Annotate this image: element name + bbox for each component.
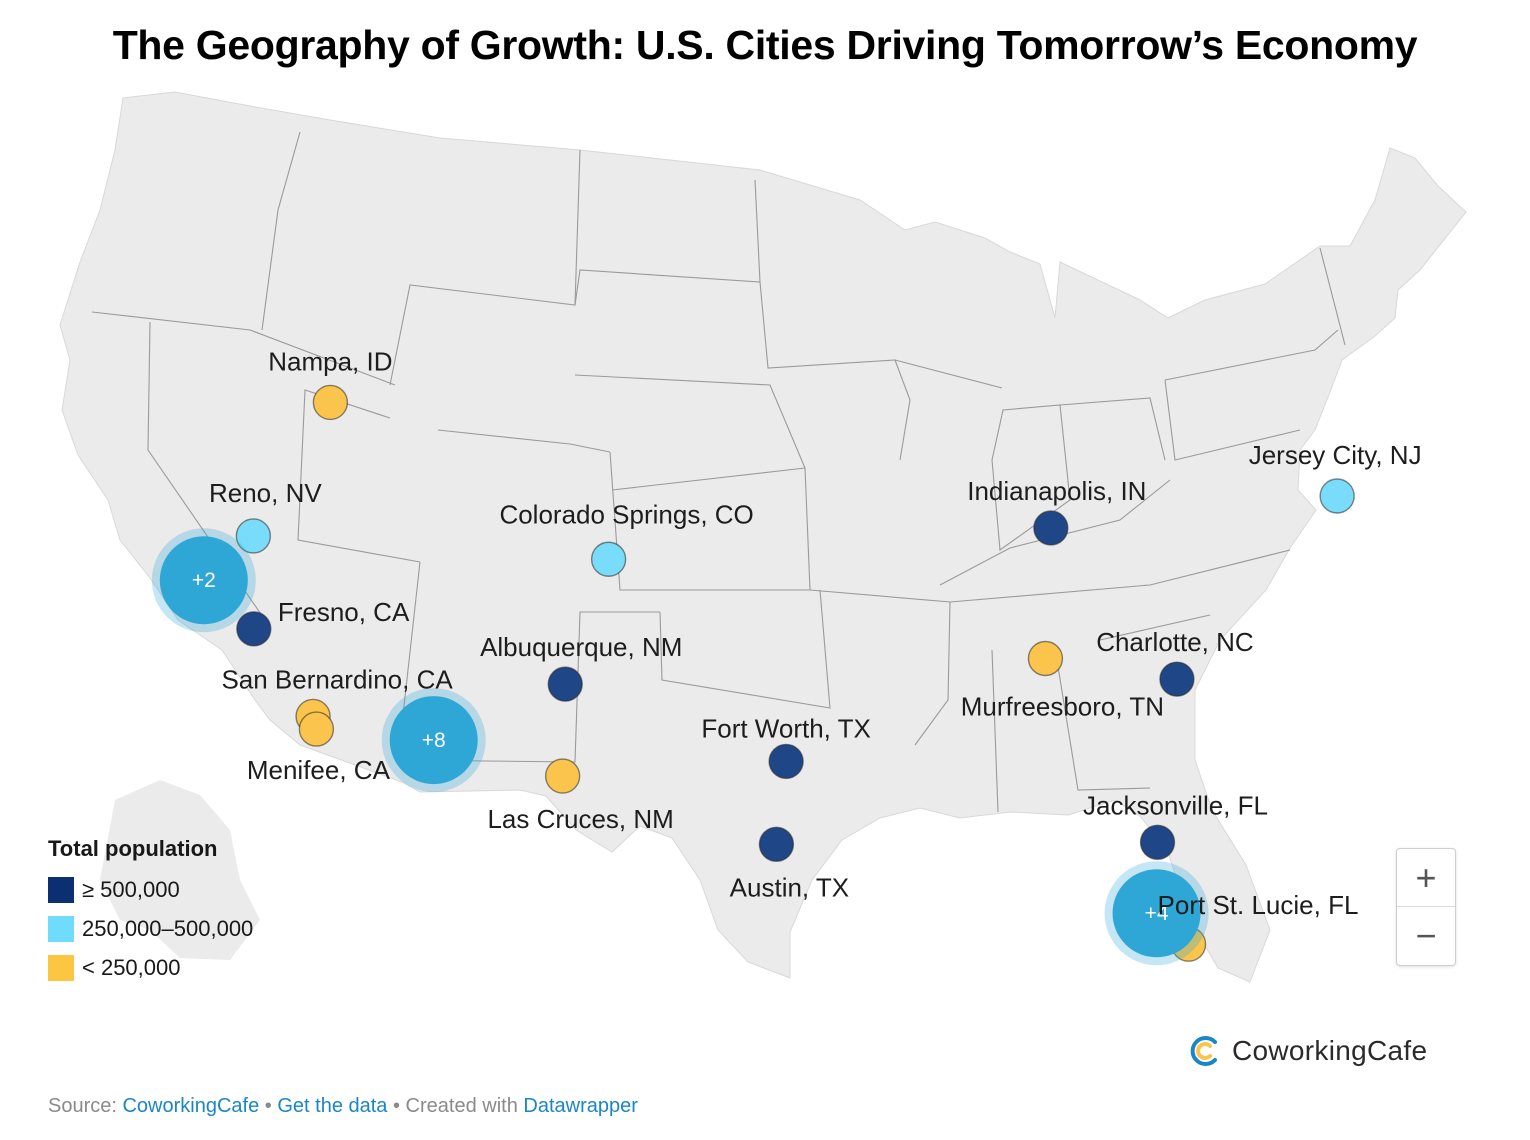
legend-item-small: < 250,000 (48, 948, 253, 987)
city-marker[interactable] (547, 666, 583, 702)
alaska-land (100, 780, 260, 960)
city-marker[interactable] (1139, 824, 1176, 861)
cluster-marker[interactable]: +8 (381, 688, 486, 793)
city-label: Austin, TX (730, 872, 849, 902)
coworkingcafe-logo-icon (1190, 1036, 1217, 1066)
city-marker[interactable] (768, 743, 804, 780)
city-labels: Nampa, ID Reno, NV Fresno, CA San Bernardin… (209, 346, 1422, 920)
datawrapper-link[interactable]: Datawrapper (523, 1095, 638, 1117)
footer: Source: CoworkingCafe • Get the data • C… (48, 1095, 638, 1118)
city-label: Albuquerque, NM (480, 632, 682, 662)
legend-item-medium: 250,000–500,000 (48, 909, 253, 948)
city-label: Nampa, ID (268, 346, 392, 376)
created-with-text: • Created with (387, 1095, 524, 1117)
city-label: Menifee, CA (247, 755, 391, 785)
legend-item-large: ≥ 500,000 (48, 870, 253, 909)
city-label: Colorado Springs, CO (499, 499, 753, 529)
city-marker[interactable] (1319, 478, 1355, 514)
city-marker[interactable] (1159, 661, 1195, 697)
zoom-control: + − (1396, 848, 1456, 966)
city-marker[interactable] (544, 758, 581, 794)
city-marker[interactable] (590, 541, 627, 577)
city-label: Indianapolis, IN (967, 476, 1146, 506)
city-label: Charlotte, NC (1096, 627, 1254, 657)
city-marker[interactable] (236, 611, 272, 647)
get-data-link[interactable]: Get the data (277, 1095, 388, 1117)
cluster-marker[interactable]: +2 (151, 528, 256, 633)
city-marker[interactable] (298, 711, 335, 747)
cluster-count-label: +2 (192, 569, 216, 592)
legend-title: Total population (48, 836, 218, 861)
city-label: Jacksonville, FL (1083, 790, 1268, 820)
cluster-marker[interactable]: +4 (1104, 861, 1209, 966)
cluster-core (389, 696, 478, 785)
legend-label-small: < 250,000 (82, 954, 181, 980)
city-label: Reno, NV (209, 478, 322, 508)
coworkingcafe-logo: CoworkingCafe (1188, 1034, 1427, 1068)
cluster-count-label: +8 (422, 729, 446, 752)
legend-swatch-large (48, 876, 74, 903)
cluster-count-label: +4 (1145, 902, 1169, 925)
city-label: Port St. Lucie, FL (1158, 890, 1359, 920)
city-markers (235, 384, 1355, 962)
legend-label-large: ≥ 500,000 (82, 876, 180, 902)
city-label: San Bernardino, CA (221, 664, 453, 694)
city-label: Murfreesboro, TN (961, 691, 1164, 721)
legend-swatch-small (48, 954, 74, 981)
city-label: Las Cruces, NM (487, 804, 673, 834)
city-marker[interactable] (312, 384, 349, 421)
zoom-in-button[interactable]: + (1415, 856, 1437, 898)
map-title: The Geography of Growth: U.S. Cities Dri… (112, 22, 1418, 68)
city-label: Fort Worth, TX (701, 713, 871, 743)
legend-label-medium: 250,000–500,000 (82, 915, 254, 941)
footer-separator: • (259, 1095, 278, 1117)
cluster-core (159, 536, 248, 625)
source-prefix: Source: (48, 1095, 123, 1117)
legend-swatch-medium (48, 915, 74, 942)
source-link[interactable]: CoworkingCafe (122, 1095, 260, 1117)
city-marker[interactable] (758, 826, 795, 863)
city-marker[interactable] (1033, 510, 1069, 546)
city-label: Fresno, CA (278, 597, 410, 627)
logo-text: CoworkingCafe (1232, 1035, 1428, 1066)
city-label: Jersey City, NJ (1249, 440, 1422, 470)
city-marker[interactable] (1027, 640, 1064, 677)
zoom-out-button[interactable]: − (1397, 906, 1455, 964)
city-marker[interactable] (235, 518, 272, 554)
legend: Total population ≥ 500,000 250,000–500,0… (48, 836, 253, 987)
cluster-core (1112, 869, 1201, 958)
cluster-markers: +2 +8 +4 (151, 528, 1209, 966)
